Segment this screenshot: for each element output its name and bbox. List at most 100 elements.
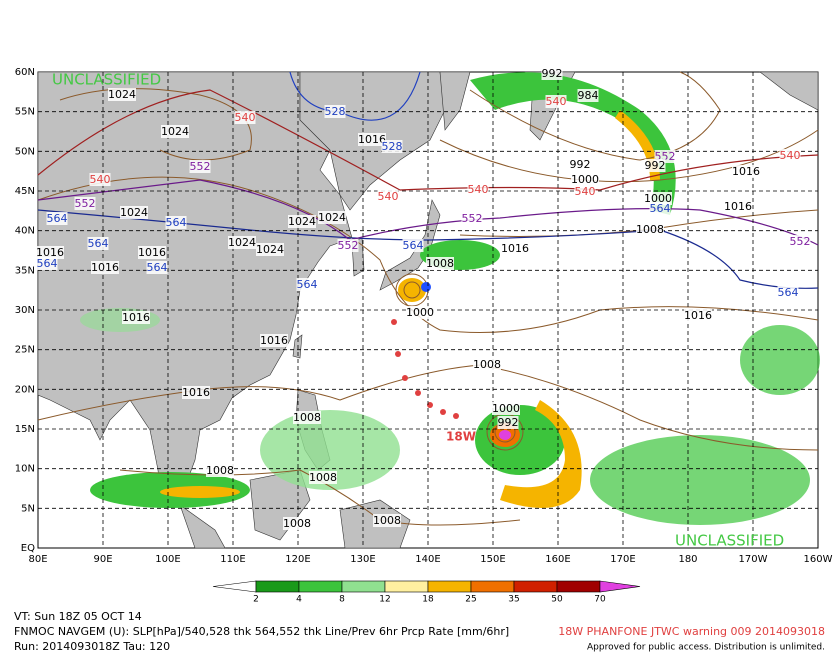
- contour-label-bg: [492, 402, 520, 415]
- lat-label: 60N: [15, 67, 35, 78]
- lat-label: 40N: [15, 226, 35, 237]
- contour-label: 528: [325, 105, 346, 118]
- track-point: [391, 319, 397, 325]
- sumatra: [179, 504, 226, 549]
- contour-label-bg: [577, 89, 599, 102]
- contour-label-bg: [46, 212, 68, 225]
- contour-label-bg: [206, 464, 234, 477]
- contour-label-bg: [426, 257, 454, 270]
- contour-label-bg: [36, 246, 64, 259]
- precip-ne: [740, 325, 820, 395]
- contour-label: 552: [190, 160, 211, 173]
- track-point: [427, 402, 433, 408]
- contour-label-bg: [120, 206, 148, 219]
- contour-label: 992: [542, 67, 563, 80]
- contour-label-bg: [473, 358, 501, 371]
- contour-label: 1016: [122, 311, 150, 324]
- contour-label: 1016: [91, 261, 119, 274]
- contour-label-bg: [189, 160, 211, 173]
- contour-label: 564: [47, 212, 68, 225]
- contour-label-bg: [402, 239, 424, 252]
- contour-label-bg: [228, 236, 256, 249]
- lon-label: 160W: [804, 554, 833, 565]
- lon-label: 80E: [28, 554, 47, 565]
- contour-label: 564: [297, 278, 318, 291]
- contour-label-bg: [256, 243, 284, 256]
- contour-label: 1016: [182, 386, 210, 399]
- lon-label: 120E: [285, 554, 310, 565]
- colorbar-segment: [298, 580, 343, 593]
- contour-label: 1024: [120, 206, 148, 219]
- colorbar-tick-label: 25: [465, 595, 476, 605]
- lon-label: 90E: [93, 554, 112, 565]
- track-point: [395, 351, 401, 357]
- contour-label: 564: [37, 257, 58, 270]
- contour-label: 1000: [644, 192, 672, 205]
- contour-label-bg: [501, 242, 529, 255]
- precip-east: [590, 435, 810, 525]
- contour-label-bg: [318, 211, 346, 224]
- contour-label-bg: [649, 202, 671, 215]
- lat-label: 5N: [21, 503, 35, 514]
- contour-label: 1024: [256, 243, 284, 256]
- track-point: [402, 375, 408, 381]
- thickness-552: [37, 179, 819, 246]
- classification: UNCLASSIFIED: [52, 71, 161, 89]
- contour-label: 992: [498, 416, 519, 429]
- contour-label-bg: [541, 67, 563, 80]
- contour-label: 528: [382, 140, 403, 153]
- contour-label-bg: [337, 239, 359, 252]
- contour-label: 1008: [426, 257, 454, 270]
- colorbar-segment: [470, 580, 515, 593]
- contour-label-bg: [161, 125, 189, 138]
- colorbar-tick-label: 2: [253, 595, 259, 605]
- track-point: [440, 409, 446, 415]
- contour-label: 1016: [138, 246, 166, 259]
- colorbar-segment: [341, 580, 386, 593]
- contour-label-bg: [324, 105, 346, 118]
- lon-label: 100E: [155, 554, 180, 565]
- thickness-564: [37, 209, 819, 289]
- thickness-540: [37, 89, 819, 191]
- contour-label: 992: [645, 159, 666, 172]
- contour-label-bg: [182, 386, 210, 399]
- contour-label: 1016: [724, 200, 752, 213]
- lat-label: 45N: [15, 186, 35, 197]
- contour-label: 564: [147, 261, 168, 274]
- colorbar-tick-label: 18: [422, 595, 434, 605]
- colorbar-tick-label: 12: [379, 595, 390, 605]
- precip-spiral: [500, 400, 582, 508]
- contour-label-bg: [779, 149, 801, 162]
- contour-label: 552: [75, 197, 96, 210]
- lon-label: 170E: [610, 554, 635, 565]
- lat-label: 50N: [15, 146, 35, 157]
- lat-label: 20N: [15, 384, 35, 395]
- contour-label: 552: [338, 239, 359, 252]
- contour-label: 564: [778, 286, 799, 299]
- lat-label: EQ: [21, 543, 35, 554]
- contour-label: 992: [570, 158, 591, 171]
- contour-label-bg: [36, 257, 58, 270]
- precip-low: [398, 278, 426, 302]
- precip-band: [470, 72, 676, 215]
- isobar: [119, 469, 521, 526]
- approval-note: Approved for public access. Distribution…: [587, 643, 825, 653]
- contour-label: 540: [378, 190, 399, 203]
- contour-label: 1024: [228, 236, 256, 249]
- isobar: [403, 281, 421, 299]
- colorbar-segment: [427, 580, 472, 593]
- contour-label-bg: [467, 183, 489, 196]
- contour-label: 1016: [36, 246, 64, 259]
- contour-label-bg: [234, 111, 256, 124]
- colorbar: 2 4 8 12 18 25 35 50 70: [212, 580, 641, 605]
- contour-label: 540: [575, 185, 596, 198]
- contour-label-bg: [777, 286, 799, 299]
- colorbar-segment: [384, 580, 429, 593]
- contour-label: 564: [403, 239, 424, 252]
- contour-label-bg: [288, 215, 316, 228]
- contour-label-bg: [309, 471, 337, 484]
- contour-label: 552: [790, 235, 811, 248]
- contour-label-bg: [283, 517, 311, 530]
- storm-label: 18W: [446, 430, 476, 444]
